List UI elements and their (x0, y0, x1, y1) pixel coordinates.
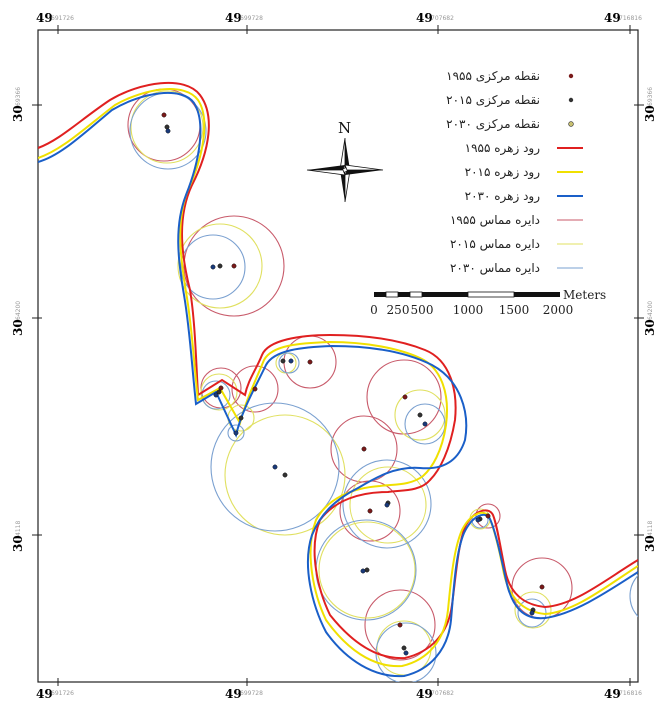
top-tick-sublabel: 699728 (240, 15, 263, 22)
top-tick-label: 49 (36, 11, 53, 25)
legend: نقطه مرکزی ۱۹۵۵ نقطه مرکزی ۲۰۱۵ نقطه مرک… (446, 69, 583, 276)
bottom-tick-label: 49 (225, 687, 242, 701)
legend-item: نقطه مرکزی ۲۰۳۰ (446, 117, 574, 132)
left-coordinate-ticks: 30 69366 30 64200 30 4118 (11, 87, 42, 552)
legend-item: دایره مماس ۲۰۱۵ (450, 237, 583, 252)
svg-text:دایره مماس ۲۰۳۰: دایره مماس ۲۰۳۰ (450, 261, 540, 276)
top-coordinate-ticks: 49 691726 49 699728 49 707682 49 716816 (36, 11, 642, 34)
top-tick-label: 49 (225, 11, 242, 25)
scale-bar: Meters 0 250 500 1000 1500 2000 (370, 288, 606, 317)
legend-item: رود زهره ۱۹۵۵ (465, 141, 583, 156)
right-coordinate-ticks: 30 69366 30 64200 30 4118 (634, 87, 656, 552)
center-points-1955 (161, 112, 545, 628)
svg-text:نقطه مرکزی ۲۰۳۰: نقطه مرکزی ۲۰۳۰ (446, 117, 540, 132)
scale-label: 500 (411, 303, 434, 317)
right-tick-sublabel: 64200 (647, 301, 654, 320)
svg-text:نقطه مرکزی ۲۰۱۵: نقطه مرکزی ۲۰۱۵ (446, 93, 540, 108)
legend-item: رود زهره ۲۰۱۵ (465, 165, 583, 180)
legend-item: نقطه مرکزی ۲۰۱۵ (446, 93, 574, 108)
bottom-tick-sublabel: 707682 (431, 690, 454, 697)
bottom-coordinate-ticks: 49 691726 49 699728 49 707682 49 716816 (36, 678, 642, 701)
left-tick-label: 30 (11, 319, 25, 336)
legend-point-swatch (568, 97, 574, 103)
right-tick-label: 30 (643, 105, 656, 122)
svg-text:دایره مماس ۱۹۵۵: دایره مماس ۱۹۵۵ (450, 213, 540, 228)
river-2030 (38, 91, 638, 678)
north-arrow-icon: N (306, 119, 384, 203)
left-tick-sublabel: 64200 (15, 301, 22, 320)
scale-label: 2000 (543, 303, 574, 317)
legend-point-swatch (568, 73, 574, 79)
top-tick-sublabel: 716816 (619, 15, 642, 22)
scale-label: 250 (387, 303, 410, 317)
right-tick-label: 30 (643, 535, 656, 552)
scale-unit: Meters (563, 288, 606, 302)
bottom-tick-sublabel: 699728 (240, 690, 263, 697)
legend-point-swatch (568, 121, 574, 127)
svg-text:رود زهره ۲۰۳۰: رود زهره ۲۰۳۰ (465, 189, 541, 204)
legend-item: دایره مماس ۱۹۵۵ (450, 213, 583, 228)
scale-label: 1500 (499, 303, 530, 317)
svg-text:نقطه مرکزی ۱۹۵۵: نقطه مرکزی ۱۹۵۵ (446, 69, 540, 84)
svg-text:رود زهره ۲۰۱۵: رود زهره ۲۰۱۵ (465, 165, 541, 180)
svg-text:رود زهره ۱۹۵۵: رود زهره ۱۹۵۵ (465, 141, 541, 156)
legend-item: رود زهره ۲۰۳۰ (465, 189, 583, 204)
bottom-tick-sublabel: 716816 (619, 690, 642, 697)
left-tick-label: 30 (11, 105, 25, 122)
left-tick-sublabel: 69366 (15, 87, 22, 106)
top-tick-sublabel: 691726 (51, 15, 74, 22)
left-tick-label: 30 (11, 535, 25, 552)
bottom-tick-label: 49 (416, 687, 433, 701)
scale-label: 1000 (453, 303, 484, 317)
map-frame (37, 29, 639, 683)
right-tick-sublabel: 69366 (647, 87, 654, 106)
north-label: N (338, 119, 351, 137)
svg-text:دایره مماس ۲۰۱۵: دایره مماس ۲۰۱۵ (450, 237, 540, 252)
top-tick-label: 49 (416, 11, 433, 25)
center-points-2015 (164, 124, 536, 651)
top-tick-sublabel: 707682 (431, 15, 454, 22)
scale-label: 0 (370, 303, 378, 317)
right-tick-sublabel: 4118 (647, 521, 654, 536)
bottom-tick-sublabel: 691726 (51, 690, 74, 697)
right-tick-label: 30 (643, 319, 656, 336)
bottom-tick-label: 49 (604, 687, 621, 701)
center-points-2030 (165, 128, 535, 656)
legend-item: دایره مماس ۲۰۳۰ (450, 261, 583, 276)
top-tick-label: 49 (604, 11, 621, 25)
bottom-tick-label: 49 (36, 687, 53, 701)
legend-item: نقطه مرکزی ۱۹۵۵ (446, 69, 574, 84)
left-tick-sublabel: 4118 (15, 521, 22, 536)
